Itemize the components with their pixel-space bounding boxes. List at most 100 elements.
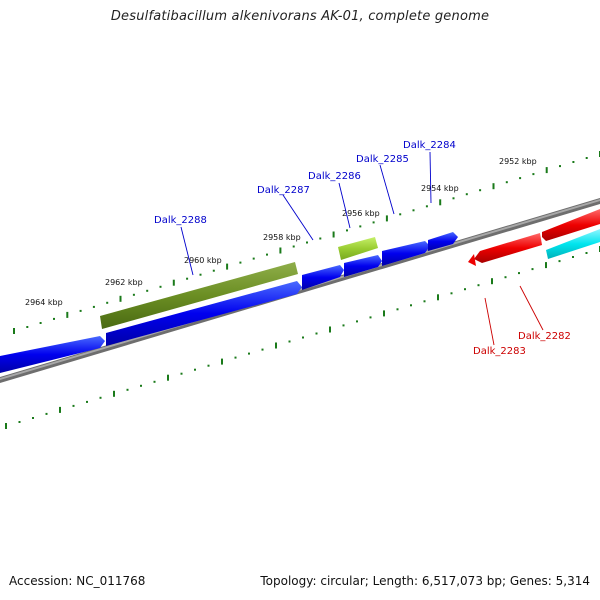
minor-tick xyxy=(452,197,455,200)
minor-tick xyxy=(585,252,588,254)
tick-label-2954: 2954 kbp xyxy=(421,184,459,193)
gene-arrow xyxy=(382,241,430,266)
major-tick xyxy=(439,199,442,206)
minor-tick xyxy=(464,288,466,291)
minor-tick xyxy=(106,301,109,304)
minor-tick xyxy=(450,292,453,295)
minor-tick xyxy=(359,225,362,228)
minor-tick xyxy=(99,396,102,399)
gene-label-dalk-2282: Dalk_2282 xyxy=(518,331,571,342)
minor-tick xyxy=(559,165,561,168)
gene-arrow xyxy=(0,336,105,373)
minor-tick xyxy=(319,237,322,240)
major-tick xyxy=(492,183,495,190)
minor-tick xyxy=(477,284,480,287)
minor-tick xyxy=(199,273,202,276)
gene-label-dalk-2285: Dalk_2285 xyxy=(356,154,409,165)
reverse-tick-ruler xyxy=(5,246,600,429)
major-tick xyxy=(275,342,277,349)
gene-arrow xyxy=(302,265,344,290)
topology-label: Topology: circular; Length: 6,517,073 bp… xyxy=(260,574,590,588)
gene-arrow xyxy=(106,281,302,346)
minor-tick xyxy=(399,213,402,216)
minor-tick xyxy=(519,177,522,180)
minor-tick xyxy=(140,384,142,387)
minor-tick xyxy=(79,309,82,312)
major-tick xyxy=(329,326,331,333)
minor-tick xyxy=(132,293,135,296)
cds-olive-bar xyxy=(100,262,298,329)
minor-tick xyxy=(315,332,318,335)
gene-arrow-small xyxy=(468,254,476,266)
gene-labels: Dalk_2284 Dalk_2285 Dalk_2286 Dalk_2287 … xyxy=(154,140,571,357)
major-tick xyxy=(66,311,69,318)
major-tick xyxy=(167,374,169,381)
major-tick xyxy=(437,294,439,301)
tick-label-2960: 2960 kbp xyxy=(184,256,222,265)
reverse-genes xyxy=(468,209,600,266)
minor-tick xyxy=(531,268,534,271)
cds-features xyxy=(100,229,600,329)
gene-label-dalk-2283: Dalk_2283 xyxy=(473,346,526,357)
major-tick xyxy=(332,231,335,238)
gene-label-dalk-2287: Dalk_2287 xyxy=(257,185,310,196)
gene-label-dalk-2284: Dalk_2284 xyxy=(403,140,456,151)
minor-tick xyxy=(532,173,535,176)
major-tick xyxy=(545,262,547,269)
major-tick xyxy=(113,390,115,397)
minor-tick xyxy=(342,324,345,327)
gene-arrow xyxy=(474,233,542,263)
minor-tick xyxy=(180,372,183,375)
major-tick xyxy=(226,263,229,270)
minor-tick xyxy=(153,380,156,383)
minor-tick xyxy=(45,412,48,415)
minor-tick xyxy=(572,256,574,258)
minor-tick xyxy=(302,336,304,339)
major-tick xyxy=(172,279,175,286)
minor-tick xyxy=(239,261,242,264)
minor-tick xyxy=(18,421,21,423)
tick-label-2964: 2964 kbp xyxy=(25,298,63,307)
minor-tick xyxy=(234,356,237,359)
minor-tick xyxy=(518,272,520,275)
minor-tick xyxy=(212,269,215,272)
minor-tick xyxy=(53,317,55,320)
minor-tick xyxy=(356,320,358,323)
minor-tick xyxy=(194,368,196,371)
gene-label-dalk-2288: Dalk_2288 xyxy=(154,215,207,226)
map-title: Desulfatibacillum alkenivorans AK-01, co… xyxy=(110,9,490,24)
minor-tick xyxy=(346,229,348,232)
gene-label-dalk-2286: Dalk_2286 xyxy=(308,171,361,182)
minor-tick xyxy=(572,161,575,163)
gene-arrow xyxy=(428,232,458,251)
minor-tick xyxy=(306,241,308,244)
tick-labels: 2952 kbp 2954 kbp 2956 kbp 2958 kbp 2960… xyxy=(25,157,537,307)
minor-tick xyxy=(479,189,482,192)
minor-tick xyxy=(186,277,189,280)
minor-tick xyxy=(585,157,588,159)
gene-arrow xyxy=(542,209,600,241)
minor-tick xyxy=(207,364,210,367)
major-tick xyxy=(385,215,388,222)
major-tick xyxy=(59,406,61,413)
minor-tick xyxy=(32,417,34,419)
major-tick xyxy=(119,295,122,302)
tick-label-2952: 2952 kbp xyxy=(499,157,537,166)
minor-tick xyxy=(396,308,399,311)
minor-tick xyxy=(266,253,268,256)
tick-label-2962: 2962 kbp xyxy=(105,278,143,287)
minor-tick xyxy=(261,348,264,351)
major-tick xyxy=(13,328,15,334)
minor-tick xyxy=(252,257,255,260)
major-tick xyxy=(545,167,548,174)
minor-tick xyxy=(372,221,375,224)
minor-tick xyxy=(126,388,129,391)
major-tick xyxy=(279,247,282,254)
minor-tick xyxy=(369,316,372,319)
forward-genes xyxy=(0,232,458,373)
tick-label-2956: 2956 kbp xyxy=(342,209,380,218)
gene-arrow xyxy=(344,255,382,277)
minor-tick xyxy=(26,326,29,328)
minor-tick xyxy=(412,209,415,212)
